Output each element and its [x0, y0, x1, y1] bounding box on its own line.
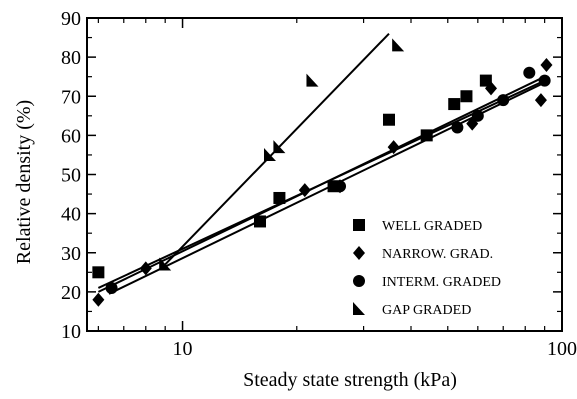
narrow-grad-point: [387, 140, 400, 155]
well-graded-point: [479, 74, 492, 87]
interm-graded-point: [471, 109, 484, 122]
legend-interm-graded-label: INTERM. GRADED: [382, 275, 501, 290]
interm-graded-point: [538, 74, 551, 87]
y-tick-label: 60: [61, 125, 81, 147]
y-tick-label: 10: [61, 321, 81, 343]
y-tick-label: 20: [61, 282, 81, 304]
y-tick-label: 40: [61, 204, 81, 226]
y-axis-title: Relative density (%): [13, 100, 35, 264]
legend-interm-graded-marker: [353, 275, 365, 287]
gap-graded-point: [263, 147, 276, 161]
legend-gap-graded-marker: [353, 302, 365, 315]
narrow-grad-point: [534, 93, 547, 108]
y-tick-label: 80: [61, 47, 81, 69]
y-tick-label: 50: [61, 165, 81, 187]
legend: WELL GRADED NARROW. GRAD. INTERM. GRADED GA…: [353, 219, 501, 318]
well-graded-point: [420, 129, 433, 142]
y-tick-label: 70: [61, 86, 81, 108]
points-layer: [92, 38, 553, 307]
x-tick-label: 10: [173, 338, 193, 360]
interm-graded-point: [497, 94, 510, 107]
legend-narrow-grad-marker: [353, 246, 365, 260]
gap-graded-point: [273, 140, 286, 154]
interm-graded-point: [451, 121, 464, 134]
legend-narrow-grad-label: NARROW. GRAD.: [382, 247, 493, 262]
narrow-grad-point: [139, 261, 152, 276]
well-graded-point: [382, 113, 395, 126]
narrow-grad-point: [540, 57, 553, 72]
y-tick-label: 30: [61, 243, 81, 265]
narrow-grad-point: [92, 292, 105, 307]
well-graded-point: [92, 266, 105, 279]
x-axis-title: Steady state strength (kPa): [243, 369, 457, 391]
interm-graded-point: [105, 281, 118, 294]
interm-graded-point: [334, 180, 347, 193]
interm-graded-point: [523, 66, 536, 79]
y-tick-label: 90: [61, 8, 81, 30]
axes-layer: 10 20 30 40 50 60 70 80 90 10 100: [61, 8, 577, 360]
gap-graded-point: [159, 257, 172, 271]
well-graded-point: [254, 215, 267, 228]
narrow-grad-point: [298, 183, 311, 198]
narrow-grad-point: [485, 81, 498, 96]
gap-graded-point: [392, 38, 405, 52]
gap-graded-point: [306, 73, 319, 87]
x-tick-label: 100: [547, 338, 577, 360]
well-graded-point: [273, 191, 286, 204]
legend-gap-graded-label: GAP GRADED: [382, 303, 471, 318]
legend-well-graded-label: WELL GRADED: [382, 219, 482, 234]
well-graded-point: [448, 98, 461, 111]
legend-well-graded-marker: [353, 219, 365, 231]
well-graded-point: [460, 90, 473, 103]
